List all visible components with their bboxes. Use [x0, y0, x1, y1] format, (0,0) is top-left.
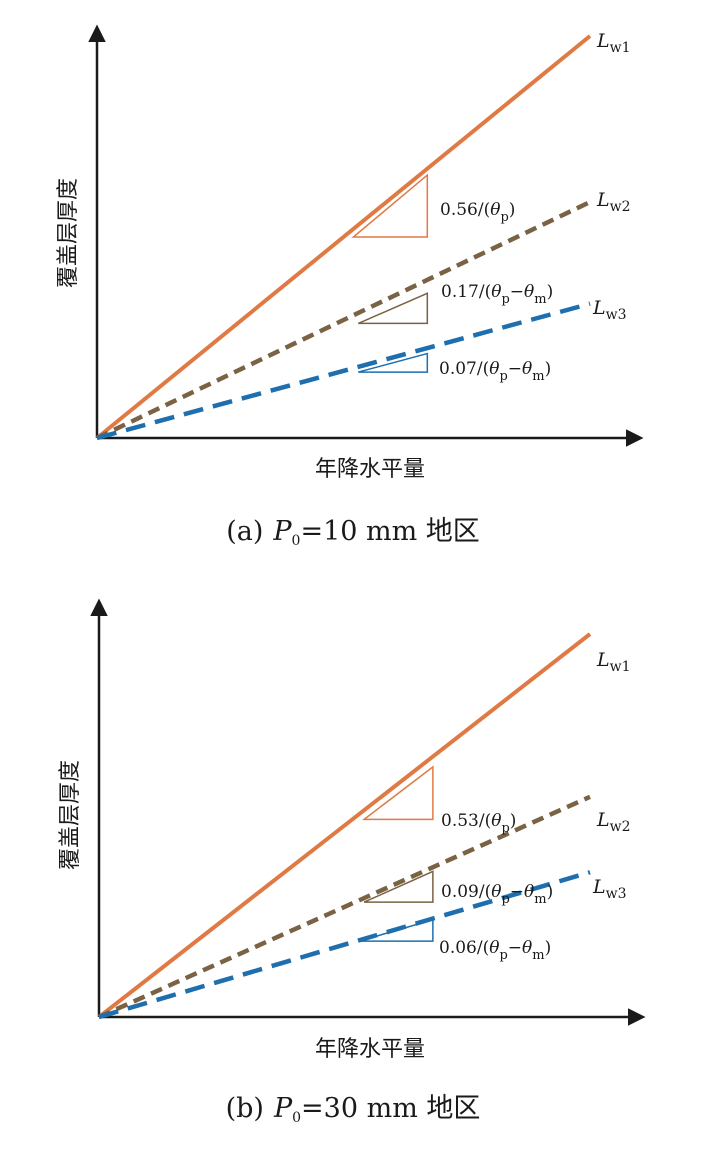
- panel-b-slope-label-lw2: 0.09/(θp−θm): [441, 882, 553, 907]
- panel-b-series-label-lw3: Lw3: [592, 876, 627, 902]
- panel-a-slope-label-lw3: 0.07/(θp−θm): [439, 359, 551, 384]
- panel-a-x-axis-title: 年降水平量: [315, 457, 425, 482]
- panel-b-series-label-lw1: Lw1: [596, 649, 631, 675]
- panel-b-slope-triangle-lw1: [361, 765, 434, 821]
- panel-a-slope-triangles: [351, 173, 429, 373]
- panel-b-x-axis-title: 年降水平量: [315, 1037, 425, 1062]
- panel-a-caption: (a) P0=10 mm 地区: [226, 516, 480, 549]
- panel-b-slope-label-lw1: 0.53/(θp): [441, 811, 516, 836]
- panel-a-line-lw3: [96, 301, 591, 441]
- panel-b-line-lw1: [97, 632, 592, 1019]
- panel-b-slope-triangle-lw2: [363, 870, 434, 903]
- panel-a: 0.56/(θp) 0.17/(θp−θm) 0.07/(θp−θm) Lw1 …: [56, 24, 644, 549]
- panel-a-series-label-lw2: Lw2: [596, 189, 631, 215]
- panel-a-series-label-lw1: Lw1: [596, 30, 631, 56]
- panel-b-caption: (b) P0=30 mm 地区: [226, 1093, 481, 1126]
- panel-a-y-axis-title: 覆盖层厚度: [56, 178, 81, 288]
- panel-b-line-lw2: [98, 794, 591, 1020]
- panel-a-series-label-lw3: Lw3: [592, 297, 627, 323]
- panel-a-slope-triangle-lw1: [351, 173, 429, 238]
- panel-a-line-lw1: [95, 34, 592, 440]
- panel-b: 0.53/(θp) 0.09/(θp−θm) 0.06/(θp−θm) Lw1 …: [58, 598, 646, 1126]
- panel-a-series-lines: [95, 34, 592, 441]
- panel-b-slope-triangle-lw3: [359, 918, 434, 942]
- panel-b-series-label-lw2: Lw2: [596, 809, 631, 835]
- panel-a-line-lw2: [96, 199, 591, 441]
- panel-b-series-lines: [97, 632, 592, 1020]
- panel-a-slope-label-lw1: 0.56/(θp): [440, 200, 515, 225]
- panel-b-slope-label-lw3: 0.06/(θp−θm): [439, 938, 551, 963]
- panel-a-slope-triangle-lw2: [357, 292, 429, 325]
- panel-a-slope-triangle-lw3: [358, 352, 429, 373]
- panel-b-line-lw3: [98, 870, 591, 1020]
- panel-b-slope-triangles: [359, 765, 434, 942]
- panel-a-slope-label-lw2: 0.17/(θp−θm): [441, 282, 553, 307]
- panel-b-y-axis-title: 覆盖层厚度: [58, 760, 83, 870]
